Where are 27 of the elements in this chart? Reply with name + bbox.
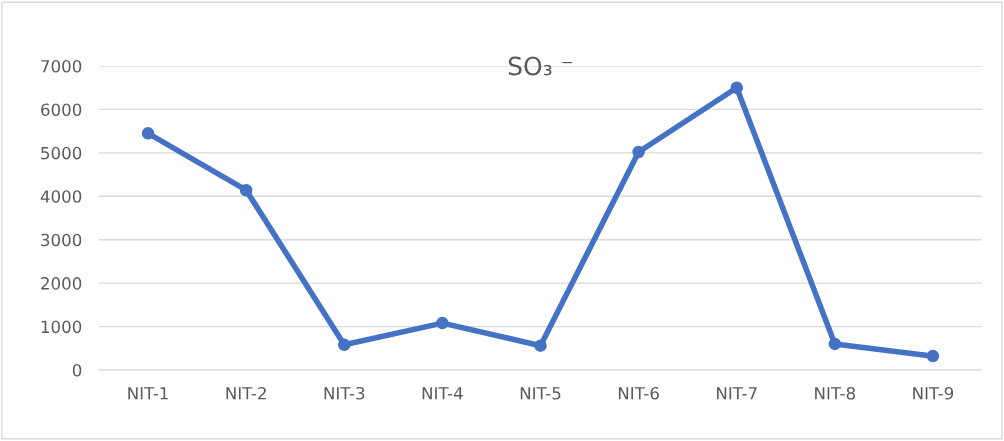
x-tick-label: NIT-5 <box>520 387 561 400</box>
point <box>828 337 842 351</box>
y-tick-label: 5000 <box>41 146 82 160</box>
x-tick-label: NIT-1 <box>128 387 168 400</box>
chart-title: SO₃ ⁻ <box>508 56 573 76</box>
x-tick-label: NIT-2 <box>226 386 266 400</box>
point <box>926 349 940 363</box>
y-tick-label: 4000 <box>40 190 82 203</box>
point <box>534 339 547 352</box>
point <box>730 81 743 94</box>
x-tick-label: NIT-4 <box>422 387 463 400</box>
x-tick-label: NIT-9 <box>913 386 954 400</box>
y-tick-label: 6000 <box>41 103 82 116</box>
x-tick-label: NIT-6 <box>618 386 659 400</box>
point <box>632 145 645 159</box>
point <box>141 127 155 140</box>
x-tick-label: NIT-7 <box>717 387 757 400</box>
x-tick-label: NIT-3 <box>324 386 365 400</box>
y-tick-label: 2000 <box>41 277 82 290</box>
x-tick-label: NIT-8 <box>815 386 856 400</box>
point <box>436 316 449 330</box>
y-tick-label: 0 <box>72 363 82 377</box>
point <box>239 183 253 197</box>
point <box>338 338 351 352</box>
y-tick-label: 1000 <box>41 320 82 334</box>
y-tick-label: 3000 <box>41 233 82 247</box>
y-tick-label: 7000 <box>41 59 82 73</box>
